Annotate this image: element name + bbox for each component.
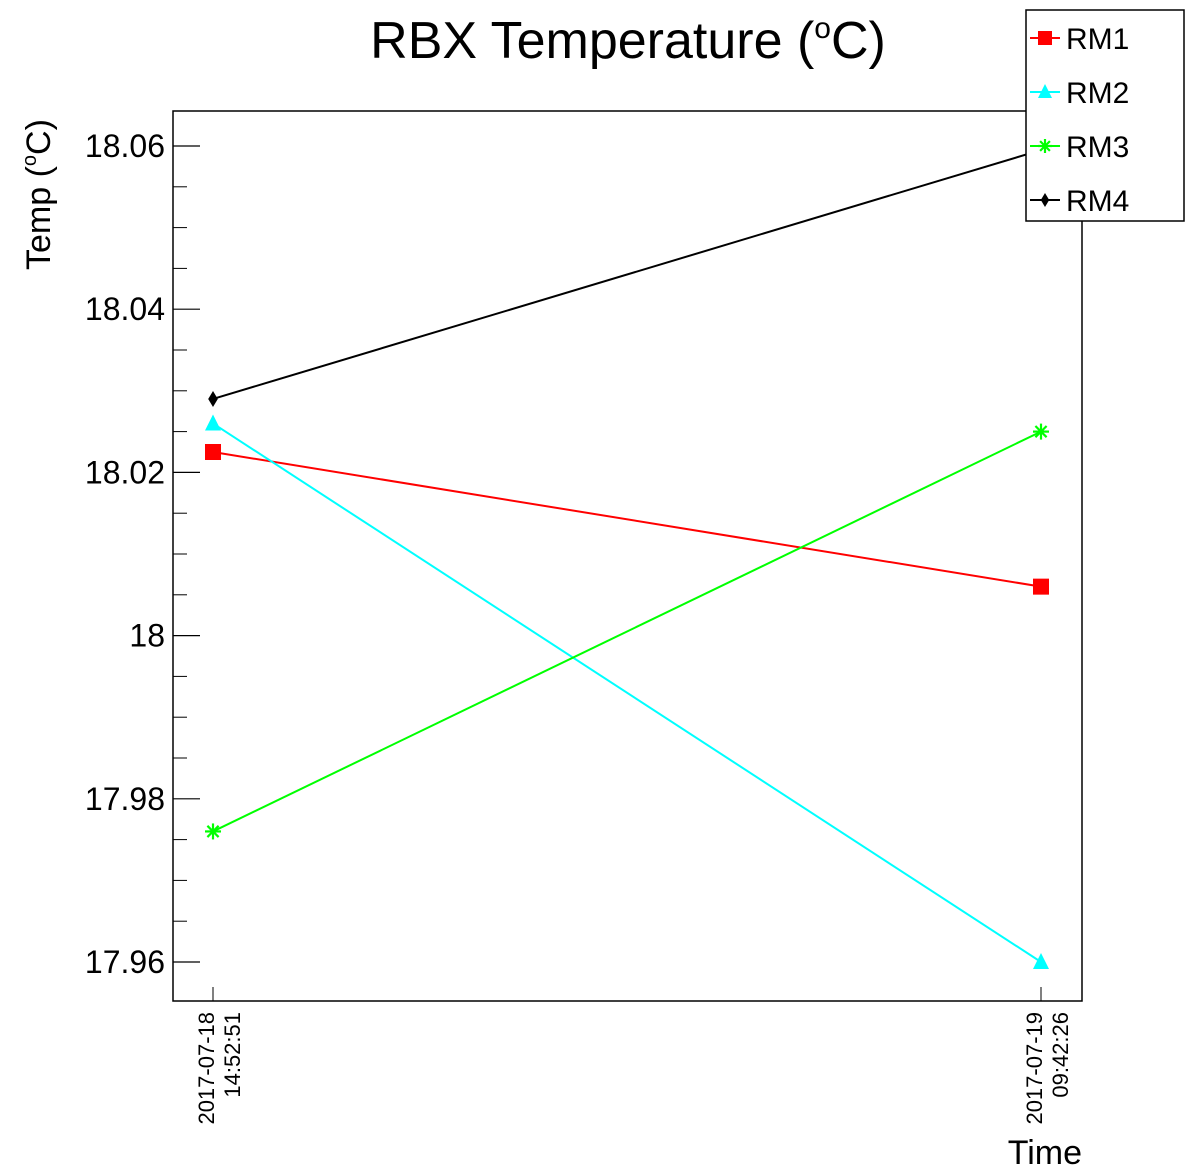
marker-star [1038,139,1052,153]
legend-item-rm3: RM3 [1030,131,1129,164]
legend-item-rm2: RM2 [1030,77,1129,110]
y-tick-label: 18.06 [85,128,165,164]
x-tick-label: 2017-07-1909:42:26 [1022,1012,1073,1125]
marker-triangle [1038,84,1052,98]
series-rm4 [208,142,1046,407]
legend-label: RM4 [1066,185,1129,218]
legend-label: RM2 [1066,77,1129,110]
legend-label: RM3 [1066,131,1129,164]
legend-label: RM1 [1066,23,1129,56]
y-tick-label: 18.02 [85,454,165,490]
legend-item-rm4: RM4 [1030,185,1129,218]
y-axis: 18.06 18.04 18.02 18 17.98 17.96 [85,128,200,980]
legend-item-rm1: RM1 [1030,23,1129,56]
series-layer [205,142,1049,969]
series-rm3 [205,423,1049,840]
y-axis-title: Temp (oC) [19,119,58,270]
marker-square [1038,31,1052,45]
chart-title: RBX Temperature (oC) [370,12,886,70]
y-tick-label: 18 [129,618,165,654]
marker-triangle [205,414,221,431]
series-line [212,422,1042,963]
x-axis: 2017-07-1814:52:51 2017-07-1909:42:26 [194,987,1073,1125]
marker-star [1033,423,1049,440]
x-tick-label: 2017-07-1814:52:51 [194,1012,245,1125]
series-line [212,149,1042,400]
legend-box [1025,9,1185,222]
series-rm1 [205,444,1049,595]
y-tick-label: 18.04 [85,291,165,327]
series-rm2 [205,414,1049,969]
marker-diamond [1040,193,1050,207]
legend: RM1 RM2 RM3 RM4 [1025,9,1185,222]
y-tick-label: 17.98 [85,781,165,817]
x-axis-title: Time [1008,1134,1082,1172]
marker-star [205,823,221,840]
marker-square [205,444,221,460]
series-line [212,451,1042,588]
marker-square [1033,578,1049,595]
plot-frame [172,110,1083,1002]
marker-diamond [208,390,218,407]
marker-triangle [1033,953,1049,969]
series-line [212,430,1042,833]
y-tick-label: 17.96 [85,944,165,980]
